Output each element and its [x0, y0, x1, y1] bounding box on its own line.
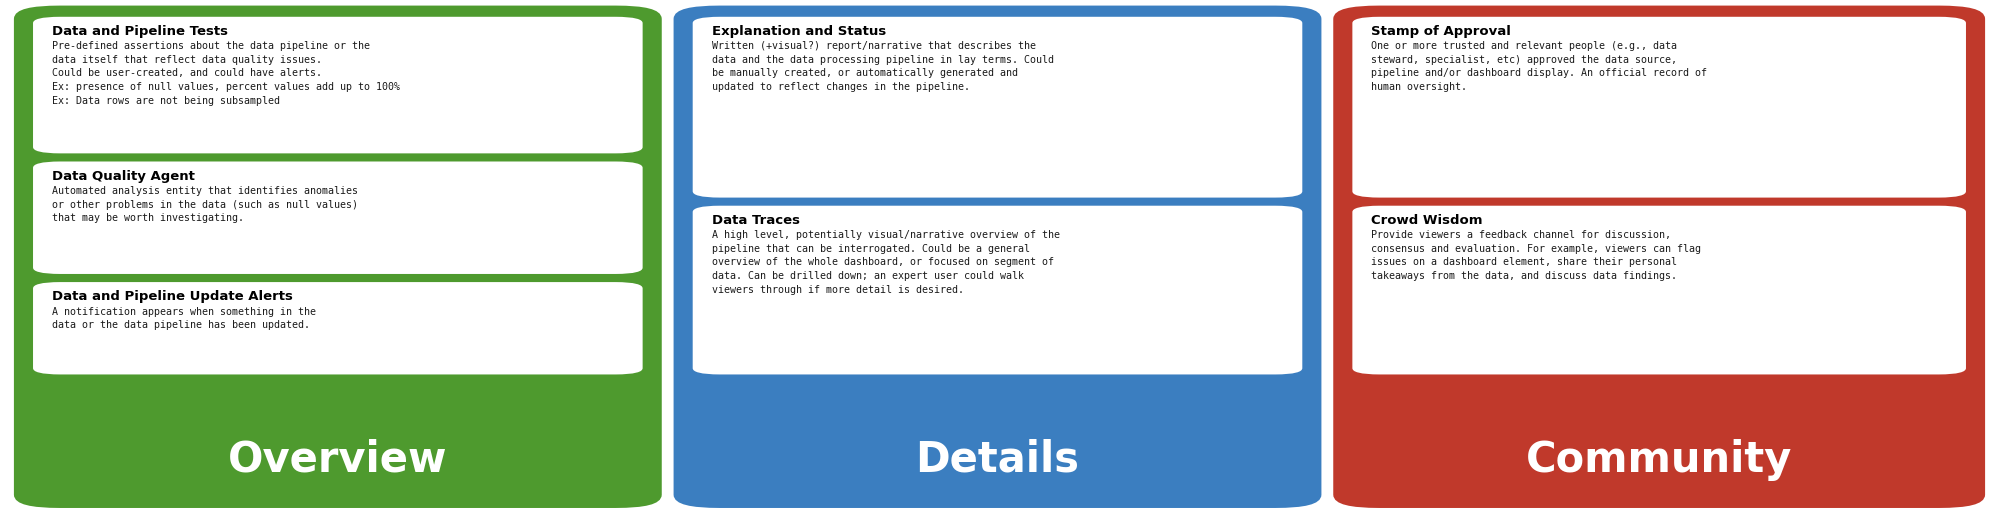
FancyBboxPatch shape — [1335, 8, 1982, 506]
FancyBboxPatch shape — [32, 16, 643, 154]
FancyBboxPatch shape — [16, 8, 659, 506]
FancyBboxPatch shape — [675, 8, 1319, 506]
Text: A notification appears when something in the
data or the data pipeline has been : A notification appears when something in… — [52, 307, 316, 330]
FancyBboxPatch shape — [691, 16, 1303, 199]
FancyBboxPatch shape — [32, 160, 643, 275]
Text: Data Quality Agent: Data Quality Agent — [52, 170, 194, 182]
Text: Pre-defined assertions about the data pipeline or the
data itself that reflect d: Pre-defined assertions about the data pi… — [52, 41, 400, 106]
Text: Data and Pipeline Tests: Data and Pipeline Tests — [52, 25, 228, 38]
Text: Automated analysis entity that identifies anomalies
or other problems in the dat: Automated analysis entity that identifie… — [52, 186, 358, 223]
FancyBboxPatch shape — [691, 205, 1303, 376]
Text: Provide viewers a feedback channel for discussion,
consensus and evaluation. For: Provide viewers a feedback channel for d… — [1371, 230, 1700, 281]
Text: Explanation and Status: Explanation and Status — [711, 25, 885, 38]
Text: One or more trusted and relevant people (e.g., data
steward, specialist, etc) ap: One or more trusted and relevant people … — [1371, 41, 1706, 92]
FancyBboxPatch shape — [1351, 16, 1966, 199]
Text: A high level, potentially visual/narrative overview of the
pipeline that can be : A high level, potentially visual/narrati… — [711, 230, 1059, 295]
Text: Crowd Wisdom: Crowd Wisdom — [1371, 214, 1483, 227]
FancyBboxPatch shape — [1351, 205, 1966, 376]
Text: Community: Community — [1524, 439, 1792, 481]
Text: Stamp of Approval: Stamp of Approval — [1371, 25, 1510, 38]
Text: Overview: Overview — [228, 439, 448, 481]
FancyBboxPatch shape — [32, 281, 643, 376]
Text: Data and Pipeline Update Alerts: Data and Pipeline Update Alerts — [52, 290, 292, 303]
Text: Written (+visual?) report/narrative that describes the
data and the data process: Written (+visual?) report/narrative that… — [711, 41, 1053, 92]
Text: Details: Details — [915, 439, 1079, 481]
Text: Data Traces: Data Traces — [711, 214, 799, 227]
